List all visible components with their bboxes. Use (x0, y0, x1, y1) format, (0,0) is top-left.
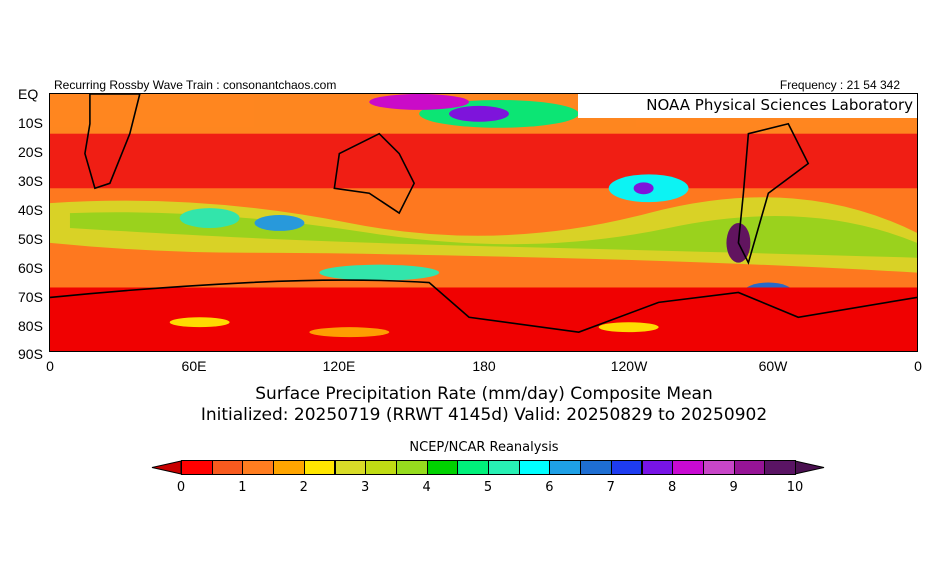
lat-label: 60S (18, 260, 43, 276)
colorbar-swatch (702, 460, 735, 475)
lon-label: 180 (472, 358, 496, 374)
colorbar-swatch (181, 460, 213, 475)
lon-label: 0 (914, 358, 922, 374)
colorbar-swatch (518, 460, 551, 475)
lon-label: 60E (181, 358, 207, 374)
colorbar-swatch (580, 460, 612, 475)
lat-label: 70S (18, 289, 43, 305)
lat-label: 80S (18, 318, 43, 334)
colorbar-swatch (488, 460, 520, 475)
colorbar-swatch (610, 460, 643, 475)
header-frequency: Frequency : 21 54 342 (779, 78, 900, 92)
lat-label: 50S (18, 231, 43, 247)
lat-label: 90S (18, 346, 43, 362)
colorbar-tick-label: 5 (483, 480, 493, 495)
colorbar-swatch (426, 460, 459, 475)
colorbar-swatch (334, 460, 367, 475)
title-line-1: Surface Precipitation Rate (mm/day) Comp… (255, 384, 713, 404)
precipitation-map (49, 93, 918, 352)
colorbar-tick-label: 0 (176, 480, 186, 495)
colorbar-tick-label: 2 (299, 480, 308, 495)
lat-label: 20S (18, 144, 43, 160)
lat-label: 40S (18, 202, 43, 218)
lon-label: 120W (610, 358, 648, 374)
colorbar-swatch (273, 460, 305, 475)
colorbar-tick-label: 9 (729, 480, 738, 495)
colorbar-tick-label: 3 (361, 480, 370, 495)
colorbar-swatch (365, 460, 397, 475)
data-source: NCEP/NCAR Reanalysis (409, 440, 559, 455)
colorbar-tick-label: 4 (422, 480, 431, 495)
colorbar-tick-label: 1 (238, 480, 247, 495)
lat-label: EQ (18, 86, 39, 102)
colorbar-swatch (395, 460, 428, 475)
colorbar-swatch (457, 460, 489, 475)
header-left: Recurring Rossby Wave Train : consonantc… (54, 78, 337, 92)
lat-label: 30S (18, 173, 43, 189)
colorbar-swatch (549, 460, 582, 475)
coastlines (50, 94, 917, 333)
lon-label: 120E (322, 358, 356, 374)
colorbar-tick-label: 7 (606, 480, 615, 495)
lat-label: 10S (18, 115, 43, 131)
lon-label: 0 (46, 358, 54, 374)
colorbar-swatch (242, 460, 275, 475)
colorbar-swatch (733, 460, 766, 475)
colorbar-swatch (211, 460, 244, 475)
colorbar-tick-label: 8 (668, 480, 677, 495)
colorbar-swatch (641, 460, 674, 475)
colorbar-swatch (303, 460, 336, 475)
colorbar-tick-label: 10 (786, 480, 804, 495)
lab-label: NOAA Physical Sciences Laboratory (578, 94, 917, 118)
lon-label: 60W (758, 358, 788, 374)
title-line-2: Initialized: 20250719 (RRWT 4145d) Valid… (200, 405, 768, 425)
colorbar-swatch (672, 460, 704, 475)
colorbar-tick-label: 6 (545, 480, 554, 495)
colorbar-swatch (764, 460, 796, 475)
